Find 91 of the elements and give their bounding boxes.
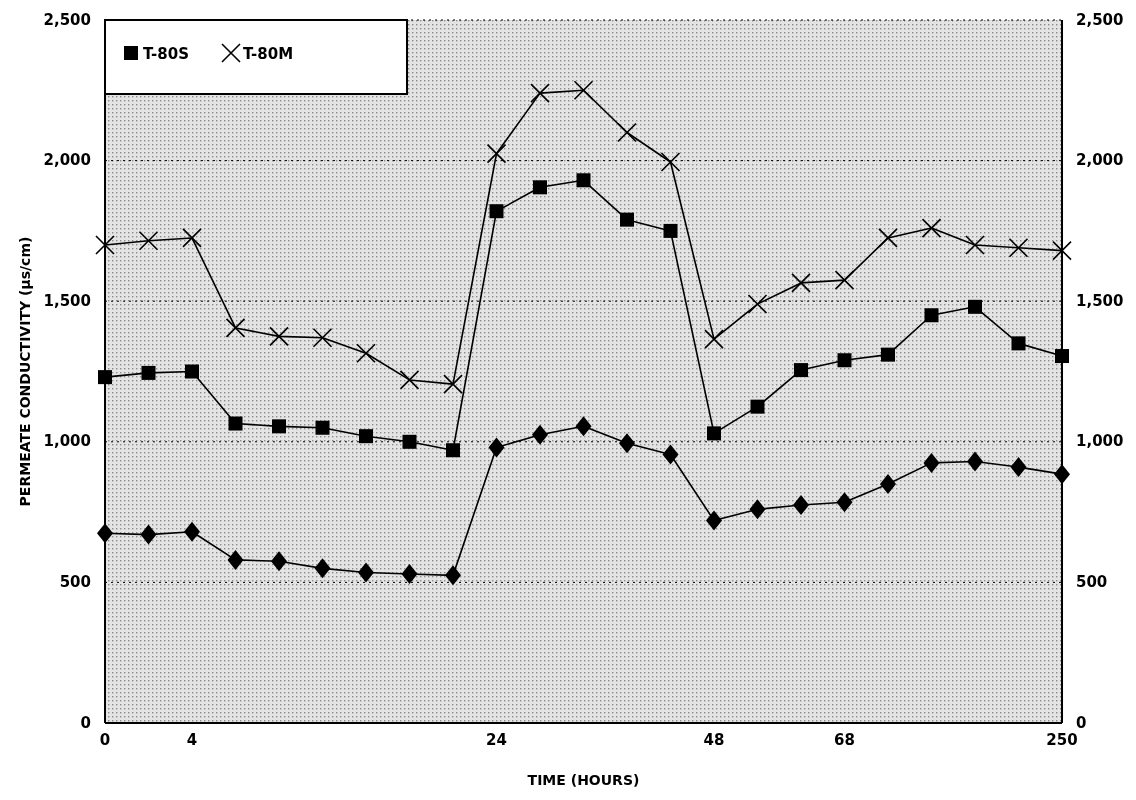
- point: [791, 273, 811, 293]
- point: [924, 308, 939, 323]
- point: [271, 551, 287, 572]
- point: [706, 510, 722, 531]
- x-tick-label: 48: [703, 731, 725, 749]
- point: [834, 270, 855, 290]
- point: [489, 204, 504, 219]
- point: [533, 180, 547, 195]
- point: [794, 363, 808, 378]
- point: [575, 416, 592, 437]
- x-tick-label: 24: [486, 731, 507, 749]
- x-tick-label: 68: [834, 731, 855, 749]
- point: [663, 223, 678, 238]
- point: [750, 399, 765, 414]
- point: [921, 218, 942, 238]
- point: [399, 370, 420, 390]
- point: [228, 416, 243, 431]
- point: [576, 173, 591, 188]
- point: [1008, 237, 1029, 258]
- point: [880, 473, 896, 494]
- point: [881, 347, 895, 362]
- point: [707, 426, 721, 441]
- point: [662, 444, 679, 465]
- point: [486, 143, 507, 164]
- point: [138, 230, 159, 251]
- point: [184, 521, 200, 542]
- point: [356, 343, 376, 364]
- point: [1055, 349, 1069, 364]
- point: [225, 318, 246, 338]
- x-tick-label: 250: [1046, 731, 1078, 749]
- point: [95, 235, 115, 255]
- x-tick-label: 0: [99, 731, 111, 749]
- point: [878, 228, 898, 248]
- point: [97, 523, 113, 544]
- point: [140, 524, 157, 545]
- point: [967, 451, 983, 472]
- point: [443, 374, 463, 394]
- y2-tick-label: 2,000: [1076, 151, 1124, 170]
- point: [1010, 457, 1027, 478]
- point: [272, 419, 286, 434]
- legend-label: T-80M: [243, 44, 294, 63]
- y2-tick-label: 500: [1076, 572, 1108, 591]
- y2-tick-label: 0: [1076, 713, 1087, 732]
- point: [445, 565, 461, 586]
- y2-tick-label: 2,500: [1076, 10, 1124, 29]
- point: [836, 492, 853, 513]
- point: [269, 326, 289, 347]
- point: [446, 443, 460, 458]
- point: [837, 353, 852, 368]
- y-tick-label: 0: [80, 713, 91, 732]
- y-tick-label: 500: [59, 572, 91, 591]
- point: [965, 235, 985, 255]
- point: [619, 433, 635, 454]
- point: [185, 364, 199, 379]
- point: [141, 365, 156, 380]
- y-axis-title: PERMEATE CONDUCTIVITY (µs/cm): [17, 236, 33, 507]
- point: [660, 152, 681, 172]
- y-tick-label: 2,500: [43, 10, 91, 29]
- point: [617, 122, 637, 143]
- y-tick-label: 1,000: [43, 432, 91, 451]
- point: [98, 370, 112, 385]
- x-tick-label: 4: [186, 731, 198, 749]
- point: [315, 420, 330, 435]
- point: [359, 429, 373, 444]
- point: [312, 327, 333, 348]
- point: [793, 495, 809, 516]
- legend-label: T-80S: [143, 44, 189, 63]
- point: [401, 563, 418, 584]
- point: [1054, 464, 1070, 485]
- point: [227, 549, 244, 570]
- point: [402, 434, 417, 449]
- point: [1052, 240, 1072, 261]
- y-tick-label: 1,500: [43, 291, 91, 310]
- point: [358, 562, 374, 583]
- point: [968, 299, 982, 314]
- y2-tick-label: 1,000: [1076, 432, 1124, 451]
- point: [314, 558, 331, 579]
- point: [1011, 336, 1026, 351]
- y2-tick-label: 1,500: [1076, 291, 1124, 310]
- point: [488, 437, 505, 458]
- x-axis-title: TIME (HOURS): [527, 772, 640, 788]
- point: [530, 83, 550, 103]
- point: [747, 294, 768, 314]
- point: [532, 424, 548, 445]
- y-tick-label: 2,000: [43, 151, 91, 170]
- point: [573, 80, 594, 101]
- point: [182, 228, 202, 248]
- point: [749, 499, 766, 520]
- point: [620, 212, 634, 227]
- point: [923, 452, 940, 473]
- point: [704, 329, 724, 349]
